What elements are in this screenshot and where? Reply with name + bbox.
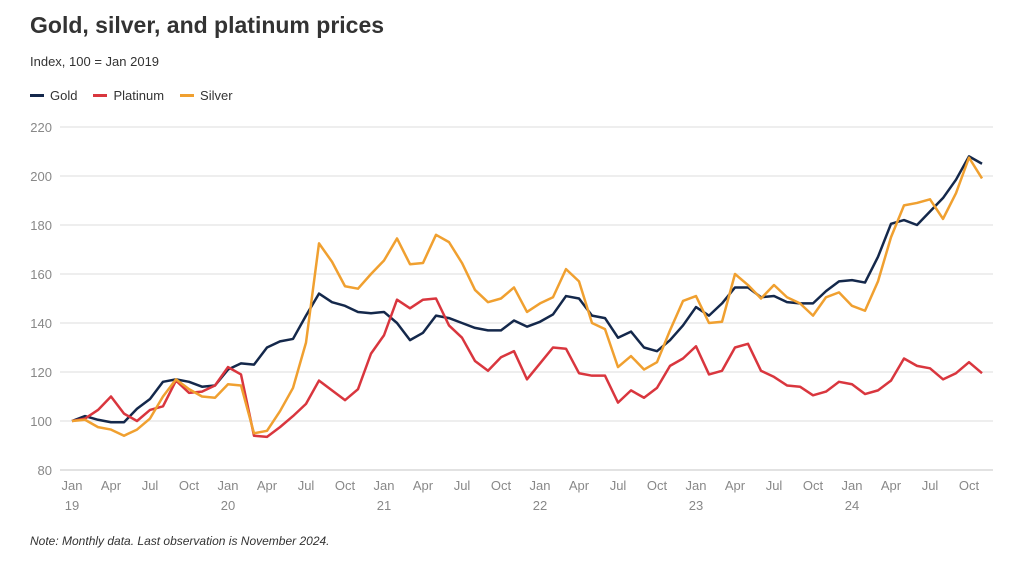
x-tick-label: Jan [842,478,863,493]
legend-swatch [180,94,195,97]
y-tick-label: 180 [30,218,52,233]
legend: Gold Platinum Silver [30,88,233,103]
x-tick-year-label: 22 [533,498,547,513]
x-tick-label: Jul [454,478,471,493]
x-tick-label: Apr [257,478,278,493]
x-tick-label: Oct [491,478,512,493]
x-tick-year-label: 21 [377,498,391,513]
y-tick-label: 120 [30,365,52,380]
y-tick-label: 220 [30,120,52,135]
x-tick-label: Jan [530,478,551,493]
x-tick-label: Jan [686,478,707,493]
legend-label: Platinum [113,88,165,103]
y-tick-label: 140 [30,316,52,331]
legend-label: Silver [200,88,233,103]
x-tick-year-label: 24 [845,498,859,513]
x-tick-label: Oct [803,478,824,493]
x-tick-label: Apr [569,478,590,493]
legend-label: Gold [50,88,78,103]
chart-subtitle: Index, 100 = Jan 2019 [30,54,160,69]
x-tick-label: Apr [101,478,122,493]
x-tick-label: Apr [881,478,902,493]
x-tick-label: Apr [725,478,746,493]
y-tick-label: 160 [30,267,52,282]
chart-note: Note: Monthly data. Last observation is … [30,534,330,548]
x-tick-label: Oct [179,478,200,493]
series-line-silver [71,156,984,437]
y-tick-label: 100 [30,414,52,429]
x-tick-label: Jan [374,478,395,493]
legend-swatch [30,94,44,97]
x-tick-label: Oct [647,478,668,493]
x-tick-label: Oct [335,478,356,493]
x-tick-year-label: 19 [65,498,79,513]
legend-swatch [93,94,108,97]
x-tick-label: Jul [922,478,939,493]
x-tick-label: Jul [298,478,315,493]
legend-item-platinum: Platinum [93,88,164,103]
x-tick-label: Jul [610,478,627,493]
chart-title: Gold, silver, and platinum prices [30,12,385,38]
x-tick-label: Jul [766,478,783,493]
x-tick-label: Jan [62,478,83,493]
series-line-platinum [71,297,983,439]
y-tick-label: 80 [38,463,52,478]
x-tick-label: Jan [218,478,239,493]
legend-item-gold: Gold [30,88,77,103]
x-tick-year-label: 20 [221,498,235,513]
x-tick-year-label: 23 [689,498,703,513]
x-tick-label: Jul [142,478,159,493]
x-tick-label: Apr [413,478,434,493]
legend-item-silver: Silver [180,88,233,103]
x-tick-label: Oct [959,478,980,493]
y-tick-label: 200 [30,169,52,184]
